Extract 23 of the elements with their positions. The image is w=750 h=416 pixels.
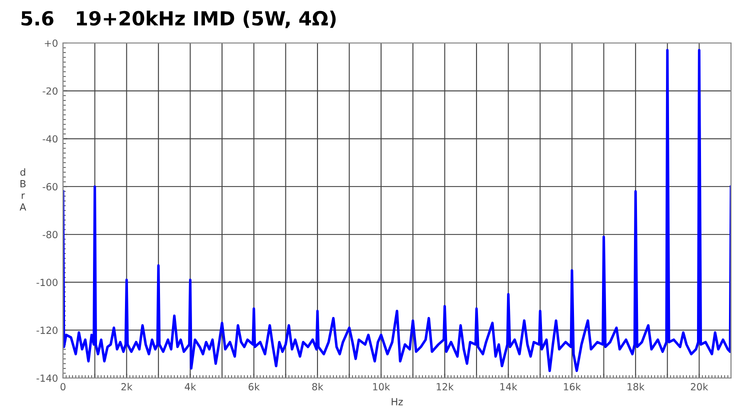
x-tick-label: 6k bbox=[248, 382, 260, 390]
y-tick-label: -20 bbox=[42, 87, 58, 95]
line-series bbox=[63, 48, 731, 372]
x-tick-label: 4k bbox=[184, 382, 196, 390]
x-tick-label: 18k bbox=[628, 382, 645, 390]
y-tick-label: -100 bbox=[36, 278, 58, 286]
y-axis-title: dBrA bbox=[20, 168, 26, 211]
y-tick-label: -120 bbox=[36, 326, 58, 334]
x-tick-label: 0 bbox=[60, 383, 66, 390]
x-tick-label: 12k bbox=[436, 382, 454, 390]
x-tick-label: 20k bbox=[690, 382, 708, 390]
x-tick-label: 2k bbox=[121, 382, 132, 390]
x-tick-label: 8k bbox=[312, 382, 324, 390]
chart-title: 5.6 19+20kHz IMD (5W, 4Ω) bbox=[22, 10, 336, 28]
y-tick-label: +0 bbox=[44, 39, 58, 47]
y-tick-label: -80 bbox=[42, 230, 58, 238]
x-axis-title: Hz bbox=[392, 398, 403, 406]
y-tick-label: -40 bbox=[42, 135, 58, 143]
x-tick-label: 14k bbox=[500, 382, 518, 390]
y-tick-label: -60 bbox=[42, 183, 58, 190]
y-tick-label: -140 bbox=[36, 374, 58, 382]
x-tick-label: 16k bbox=[564, 382, 581, 390]
x-tick-label: 10k bbox=[373, 382, 390, 390]
